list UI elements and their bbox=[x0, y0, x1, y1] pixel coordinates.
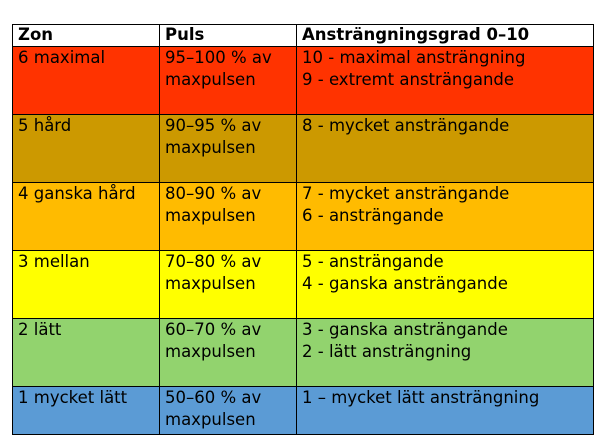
pulse-unit: maxpulsen bbox=[165, 342, 256, 361]
exertion-level-1: 8 - mycket ansträngande bbox=[302, 116, 510, 135]
exertion-level-2: 2 - lätt ansträngning bbox=[302, 342, 472, 361]
table-row-zone-1: 1 mycket lätt 50–60 % av maxpulsen 1 – my… bbox=[12, 386, 594, 435]
exertion-cell: 8 - mycket ansträngande bbox=[296, 114, 594, 183]
table-row-zone-3: 3 mellan 70–80 % av maxpulsen 5 - ansträn… bbox=[12, 250, 594, 319]
exertion-level-1: 7 - mycket ansträngande bbox=[302, 184, 510, 203]
pulse-cell: 95–100 % av maxpulsen bbox=[159, 46, 297, 115]
zone-cell: 5 hård bbox=[12, 114, 160, 183]
zone-label: 1 mycket lätt bbox=[18, 388, 128, 407]
exertion-cell: 3 - ganska ansträngande 2 - lätt ansträng… bbox=[296, 318, 594, 387]
exertion-level-2: 6 - ansträngande bbox=[302, 206, 444, 225]
zone-cell: 1 mycket lätt bbox=[12, 386, 160, 435]
pulse-unit: maxpulsen bbox=[165, 410, 256, 429]
pulse-unit: maxpulsen bbox=[165, 138, 256, 157]
pulse-range: 60–70 % av bbox=[165, 320, 262, 339]
zone-cell: 3 mellan bbox=[12, 250, 160, 319]
pulse-range: 70–80 % av bbox=[165, 252, 262, 271]
table-row-zone-6: 6 maximal 95–100 % av maxpulsen 10 - maxi… bbox=[12, 46, 594, 115]
pulse-cell: 50–60 % av maxpulsen bbox=[159, 386, 297, 435]
pulse-unit: maxpulsen bbox=[165, 206, 256, 225]
zone-label: 3 mellan bbox=[18, 252, 90, 271]
pulse-unit: maxpulsen bbox=[165, 70, 256, 89]
column-header-anstrangningsgrad: Ansträngningsgrad 0–10 bbox=[296, 24, 594, 47]
pulse-cell: 70–80 % av maxpulsen bbox=[159, 250, 297, 319]
zone-cell: 6 maximal bbox=[12, 46, 160, 115]
pulse-range: 95–100 % av bbox=[165, 48, 272, 67]
heart-rate-zone-table: Zon Puls Ansträngningsgrad 0–10 6 maxima… bbox=[12, 24, 594, 435]
table-row-zone-5: 5 hård 90–95 % av maxpulsen 8 - mycket an… bbox=[12, 114, 594, 183]
table-header-row: Zon Puls Ansträngningsgrad 0–10 bbox=[12, 24, 594, 47]
zone-cell: 2 lätt bbox=[12, 318, 160, 387]
exertion-cell: 1 – mycket lätt ansträngning bbox=[296, 386, 594, 435]
table-row-zone-4: 4 ganska hård 80–90 % av maxpulsen 7 - my… bbox=[12, 182, 594, 251]
exertion-level-1: 3 - ganska ansträngande bbox=[302, 320, 508, 339]
column-header-puls: Puls bbox=[159, 24, 297, 47]
zone-label: 5 hård bbox=[18, 116, 72, 135]
exertion-level-1: 10 - maximal ansträngning bbox=[302, 48, 526, 67]
exertion-cell: 10 - maximal ansträngning 9 - extremt ans… bbox=[296, 46, 594, 115]
column-header-zon: Zon bbox=[12, 24, 160, 47]
pulse-cell: 90–95 % av maxpulsen bbox=[159, 114, 297, 183]
zone-cell: 4 ganska hård bbox=[12, 182, 160, 251]
pulse-cell: 60–70 % av maxpulsen bbox=[159, 318, 297, 387]
exertion-level-2: 9 - extremt ansträngande bbox=[302, 70, 515, 89]
pulse-cell: 80–90 % av maxpulsen bbox=[159, 182, 297, 251]
zone-label: 2 lätt bbox=[18, 320, 62, 339]
pulse-range: 50–60 % av bbox=[165, 388, 262, 407]
exertion-cell: 5 - ansträngande 4 - ganska ansträngande bbox=[296, 250, 594, 319]
pulse-range: 80–90 % av bbox=[165, 184, 262, 203]
zone-label: 6 maximal bbox=[18, 48, 106, 67]
pulse-range: 90–95 % av bbox=[165, 116, 262, 135]
table-row-zone-2: 2 lätt 60–70 % av maxpulsen 3 - ganska an… bbox=[12, 318, 594, 387]
exertion-cell: 7 - mycket ansträngande 6 - ansträngande bbox=[296, 182, 594, 251]
zone-label: 4 ganska hård bbox=[18, 184, 136, 203]
exertion-level-1: 1 – mycket lätt ansträngning bbox=[302, 388, 540, 407]
exertion-level-1: 5 - ansträngande bbox=[302, 252, 444, 271]
exertion-level-2: 4 - ganska ansträngande bbox=[302, 274, 508, 293]
pulse-unit: maxpulsen bbox=[165, 274, 256, 293]
